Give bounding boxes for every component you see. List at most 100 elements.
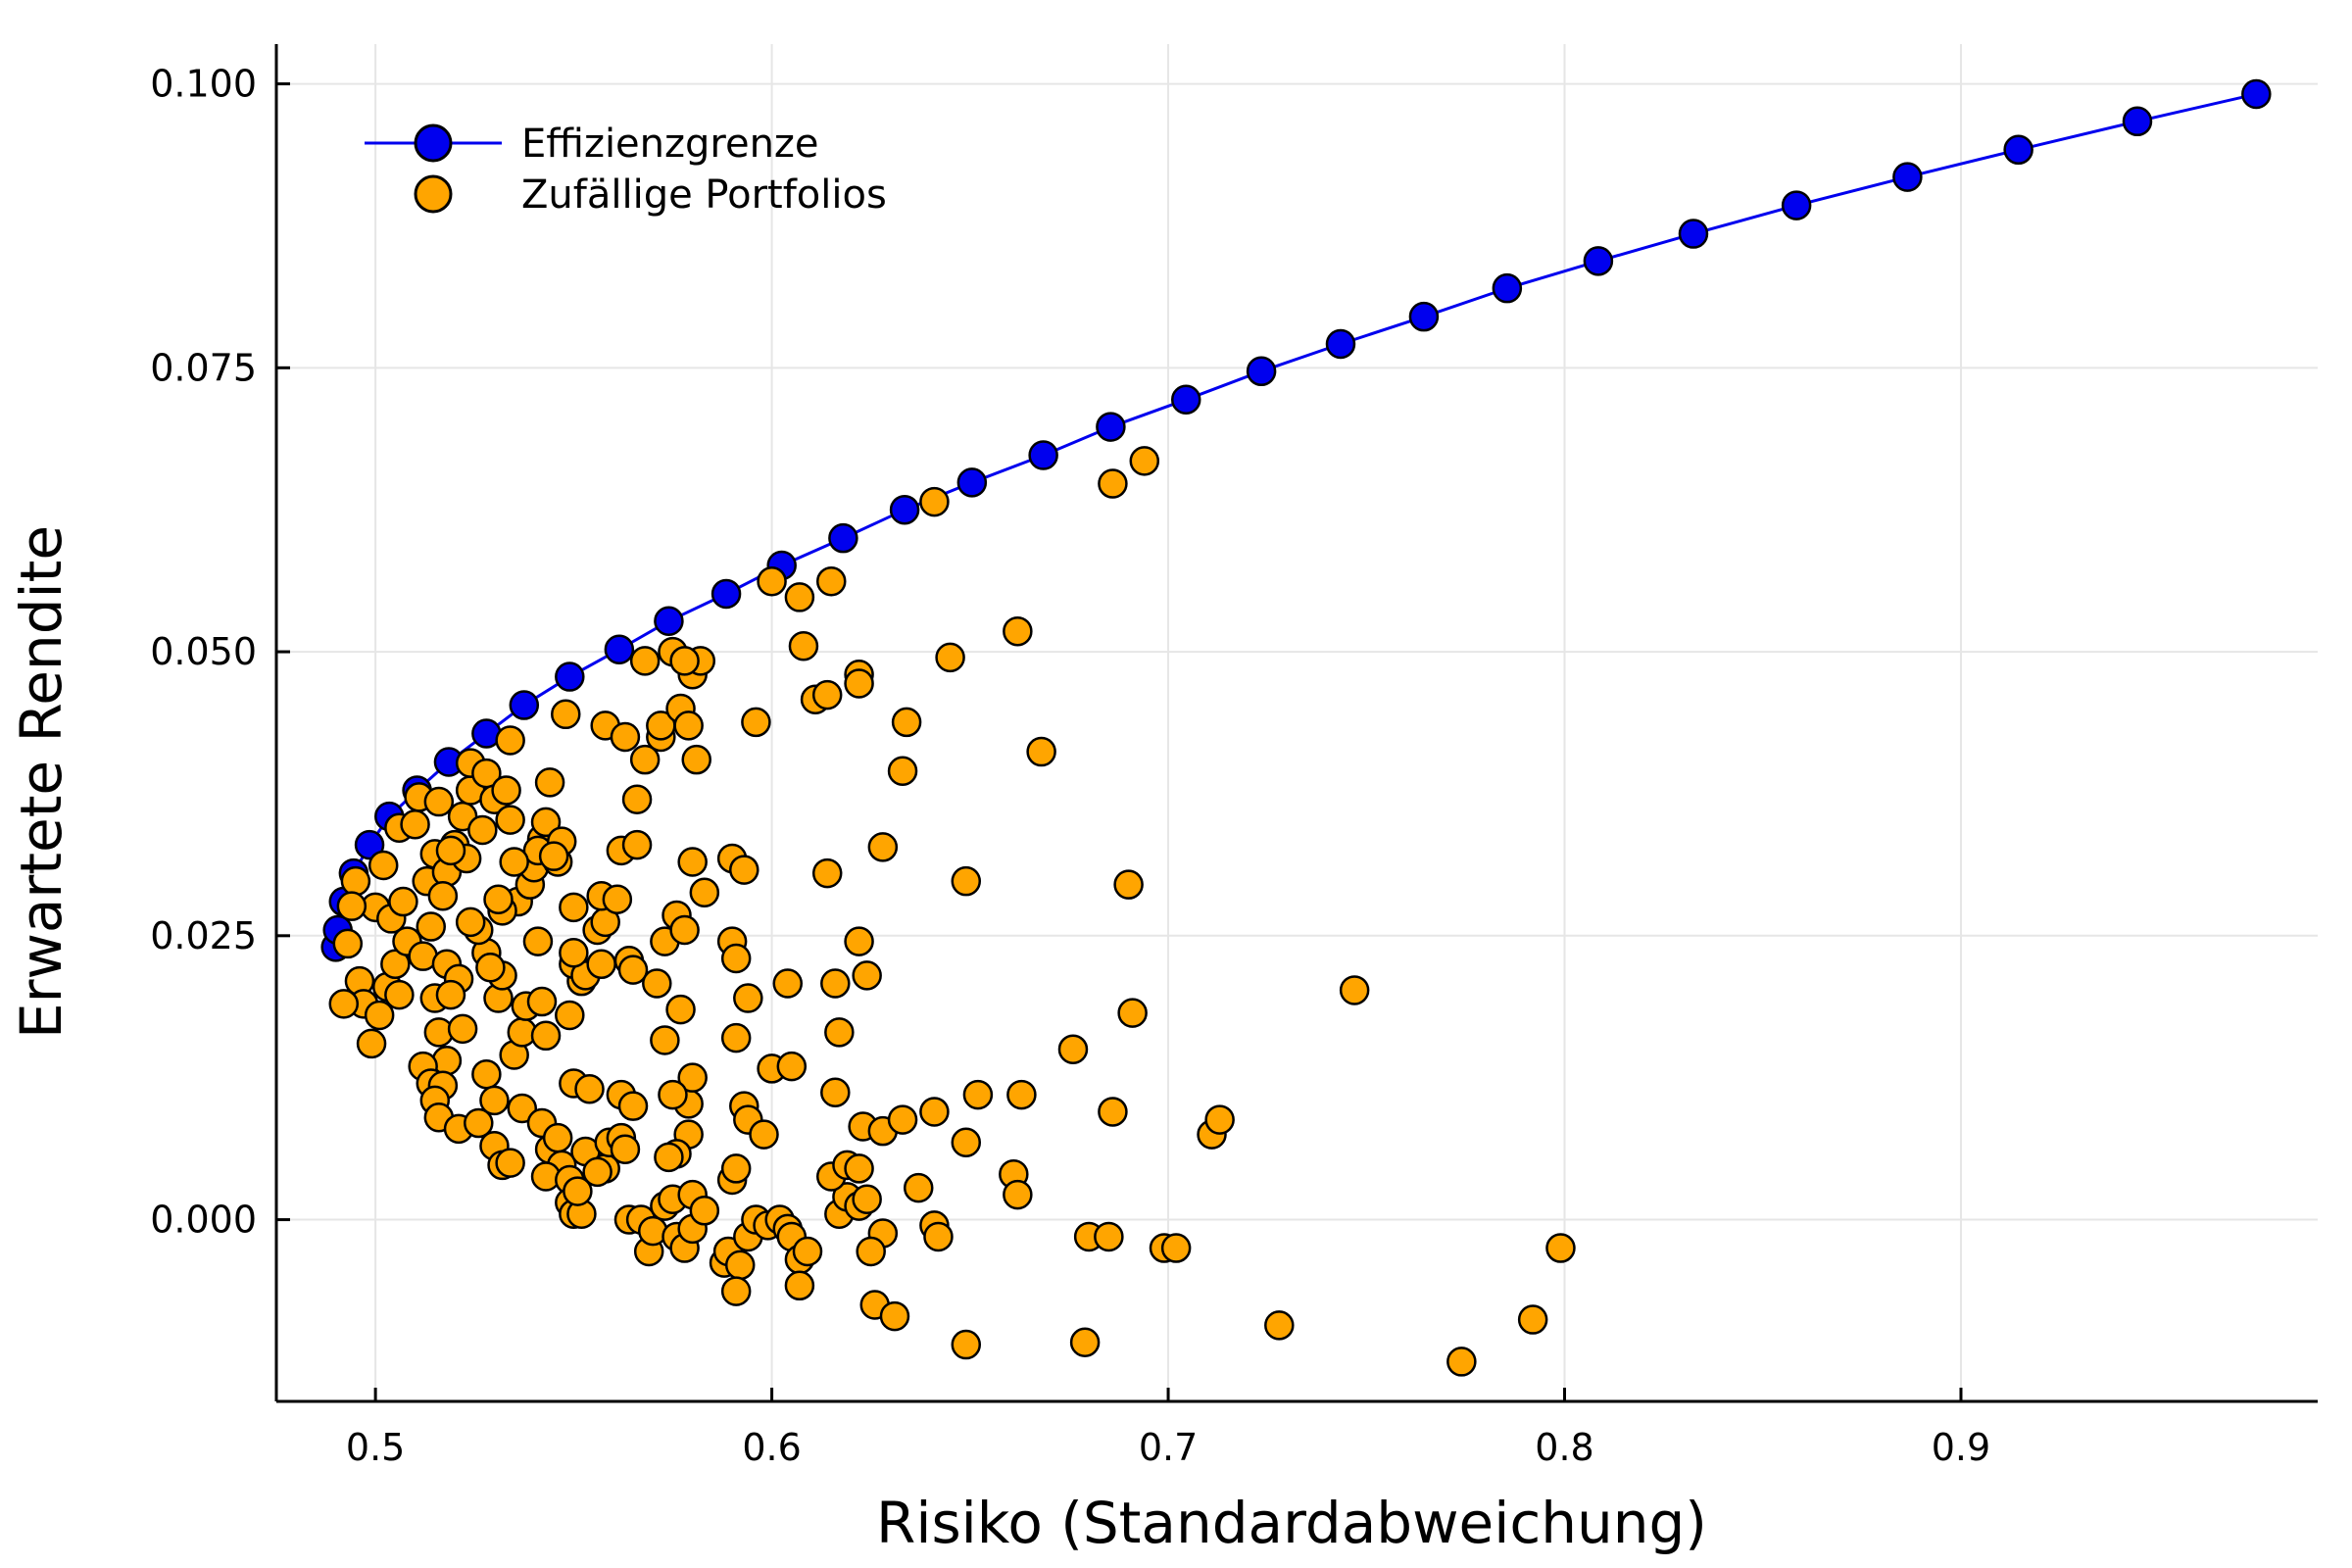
random-portfolio-point bbox=[903, 1172, 934, 1203]
y-tick-label: 0.050 bbox=[150, 630, 257, 673]
random-portfolio-point bbox=[654, 1142, 684, 1173]
random-portfolio-point bbox=[951, 1329, 982, 1360]
random-portfolio-point bbox=[467, 814, 498, 846]
random-portfolio-point bbox=[574, 1074, 605, 1104]
random-portfolio-point bbox=[526, 986, 558, 1017]
x-tick-label: 0.6 bbox=[742, 1426, 801, 1469]
random-portfolio-point bbox=[400, 808, 430, 840]
y-tick-label: 0.100 bbox=[150, 63, 257, 106]
random-portfolio-point bbox=[495, 805, 525, 835]
random-portfolio-point bbox=[887, 1104, 918, 1135]
random-portfolio-point bbox=[844, 668, 874, 699]
random-portfolio-point bbox=[733, 983, 763, 1013]
random-portfolio-point bbox=[1517, 1304, 1548, 1335]
random-portfolio-point bbox=[563, 1176, 593, 1206]
random-portfolio-point bbox=[887, 756, 918, 787]
random-portfolio-point bbox=[811, 679, 843, 710]
x-tick-label: 0.5 bbox=[346, 1426, 405, 1469]
random-portfolio-point bbox=[559, 937, 589, 968]
frontier-point bbox=[1408, 301, 1440, 332]
random-portfolio-point bbox=[555, 1000, 585, 1031]
legend: Effizienzgrenze Zufällige Portfolios bbox=[365, 122, 887, 218]
frontier-point bbox=[2122, 106, 2153, 137]
random-portfolio-point bbox=[617, 1091, 649, 1121]
random-portfolio-point bbox=[1003, 1179, 1033, 1210]
frontier-point bbox=[1096, 412, 1126, 442]
legend-random-marker bbox=[414, 174, 453, 214]
random-portfolio-point bbox=[1117, 998, 1148, 1028]
random-portfolio-point bbox=[464, 1107, 494, 1139]
random-portfolios-series bbox=[328, 446, 1576, 1377]
frontier-point bbox=[2003, 134, 2034, 166]
random-portfolio-point bbox=[669, 914, 700, 946]
random-portfolio-point bbox=[621, 829, 653, 860]
random-portfolio-point bbox=[551, 699, 581, 730]
random-portfolio-point bbox=[757, 565, 787, 597]
random-portfolio-point bbox=[677, 1062, 708, 1093]
y-axis-label: Erwartete Rendite bbox=[8, 525, 74, 1039]
legend-frontier-marker bbox=[414, 123, 453, 163]
random-portfolio-point bbox=[617, 955, 649, 985]
random-portfolio-point bbox=[724, 1250, 756, 1281]
random-portfolio-point bbox=[495, 1148, 525, 1178]
random-portfolio-point bbox=[534, 767, 565, 798]
random-portfolio-point bbox=[471, 1058, 502, 1090]
random-portfolio-point bbox=[867, 832, 899, 862]
random-portfolio-point bbox=[919, 486, 950, 517]
frontier-point bbox=[1781, 190, 1812, 220]
random-portfolio-point bbox=[749, 1119, 779, 1150]
random-portfolio-point bbox=[582, 1156, 612, 1188]
random-portfolio-point bbox=[720, 1153, 752, 1184]
random-portfolio-point bbox=[491, 775, 521, 806]
frontier-point bbox=[354, 829, 385, 860]
x-tick-label: 0.9 bbox=[1932, 1426, 1990, 1469]
random-portfolio-point bbox=[784, 1270, 815, 1301]
random-portfolio-point bbox=[720, 1022, 752, 1054]
frontier-point bbox=[1246, 356, 1277, 387]
frontier-point bbox=[1892, 162, 1923, 192]
random-portfolio-point bbox=[1160, 1233, 1192, 1263]
random-portfolio-point bbox=[610, 721, 641, 753]
frontier-point bbox=[1583, 246, 1614, 276]
random-portfolio-point bbox=[720, 1276, 752, 1306]
frontier-point bbox=[1170, 384, 1201, 416]
frontier-point bbox=[1492, 272, 1523, 304]
random-portfolio-point bbox=[602, 884, 633, 914]
random-portfolio-point bbox=[951, 1127, 982, 1157]
y-tick-label: 0.000 bbox=[150, 1199, 257, 1242]
frontier-line bbox=[334, 92, 2257, 948]
random-portfolio-point bbox=[1113, 869, 1144, 900]
random-portfolio-point bbox=[435, 835, 466, 866]
x-tick-label: 0.7 bbox=[1139, 1426, 1198, 1469]
random-portfolio-point bbox=[673, 710, 704, 741]
y-ticks: 0.000 0.025 0.050 0.075 0.100 bbox=[150, 63, 290, 1242]
frontier-point bbox=[828, 522, 858, 554]
random-portfolio-point bbox=[729, 855, 760, 885]
random-portfolio-point bbox=[844, 1153, 874, 1184]
random-portfolio-point bbox=[720, 943, 752, 974]
random-portfolio-point bbox=[792, 1236, 823, 1267]
random-portfolio-point bbox=[891, 707, 922, 738]
random-portfolio-point bbox=[820, 968, 851, 999]
x-tick-label: 0.8 bbox=[1535, 1426, 1593, 1469]
random-portfolio-point bbox=[495, 725, 525, 756]
random-portfolio-point bbox=[820, 1077, 851, 1108]
frontier-point bbox=[1678, 219, 1709, 249]
random-portfolio-point bbox=[388, 886, 418, 917]
random-portfolio-point bbox=[610, 1134, 641, 1164]
frontier-point bbox=[555, 662, 585, 692]
random-portfolio-point bbox=[340, 865, 371, 897]
random-portfolio-point bbox=[1057, 1034, 1089, 1064]
random-portfolio-point bbox=[1098, 1097, 1128, 1127]
random-portfolio-point bbox=[530, 1020, 562, 1052]
random-portfolio-point bbox=[935, 642, 965, 673]
random-portfolio-point bbox=[629, 744, 661, 775]
random-portfolio-point bbox=[332, 928, 364, 959]
random-portfolio-point bbox=[923, 1221, 954, 1252]
random-portfolio-point bbox=[852, 960, 882, 991]
random-portfolio-point bbox=[416, 911, 446, 942]
random-portfolio-point bbox=[483, 884, 514, 914]
random-portfolio-point bbox=[689, 1196, 720, 1226]
frontier-point bbox=[1325, 328, 1356, 360]
